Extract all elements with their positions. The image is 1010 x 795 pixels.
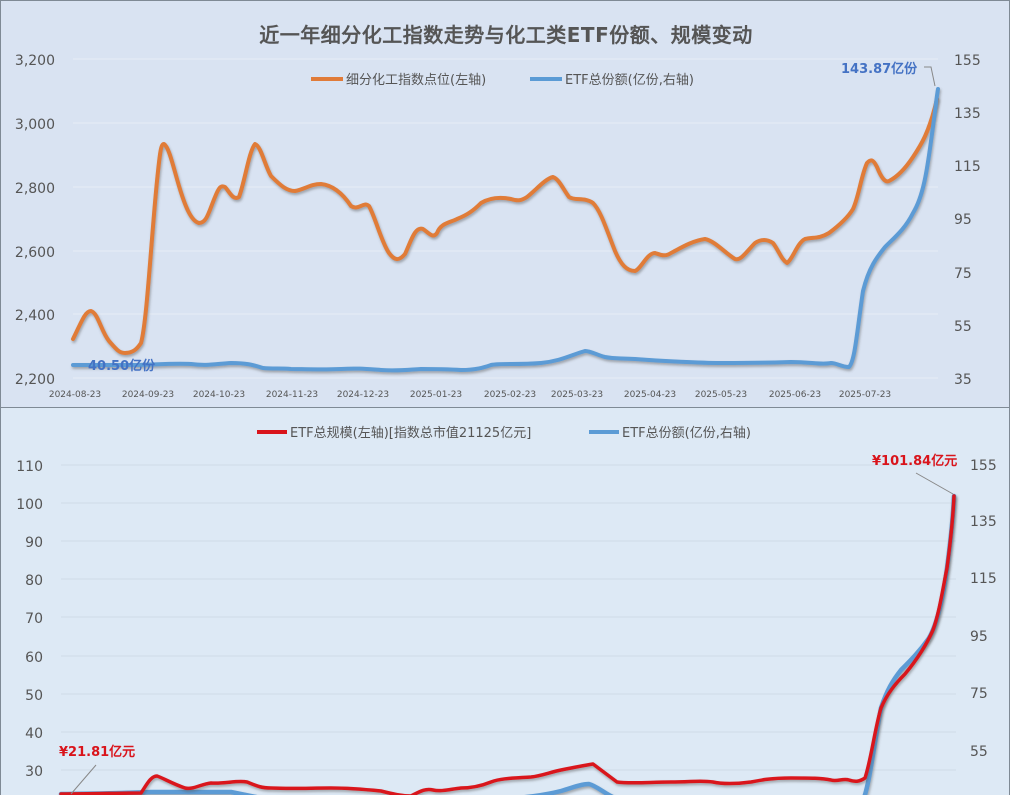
legend-label-etf-shares-2: ETF总份额(亿份,右轴) — [622, 426, 751, 441]
svg-text:2025-07-23: 2025-07-23 — [839, 390, 891, 400]
svg-text:2024-10-23: 2024-10-23 — [193, 390, 245, 400]
svg-text:2025-06-23: 2025-06-23 — [769, 390, 821, 400]
svg-text:115: 115 — [954, 159, 981, 175]
svg-text:95: 95 — [954, 212, 972, 228]
svg-text:110: 110 — [16, 459, 43, 475]
svg-text:55: 55 — [954, 319, 972, 335]
svg-text:100: 100 — [16, 497, 43, 513]
svg-text:155: 155 — [954, 53, 981, 69]
svg-text:75: 75 — [970, 686, 988, 702]
svg-text:135: 135 — [954, 106, 981, 122]
leader-line-end-bottom — [915, 472, 954, 495]
top-chart-panel: 近一年细分化工指数走势与化工类ETF份额、规模变动 3,200 3,000 2 — [0, 0, 1010, 408]
top-left-axis: 3,200 3,000 2,800 2,600 2,400 2,200 — [15, 53, 55, 388]
svg-text:2,400: 2,400 — [15, 308, 55, 324]
svg-text:2025-02-23: 2025-02-23 — [484, 390, 536, 400]
svg-text:80: 80 — [25, 573, 43, 589]
svg-text:2025-01-23: 2025-01-23 — [410, 390, 462, 400]
leader-line-start — [70, 764, 97, 795]
bottom-gridlines — [61, 464, 956, 771]
svg-text:3,000: 3,000 — [15, 117, 55, 133]
svg-text:2025-04-23: 2025-04-23 — [624, 390, 676, 400]
annotation-end-shares: 143.87亿份 — [841, 61, 918, 77]
svg-text:2024-11-23: 2024-11-23 — [266, 390, 318, 400]
svg-text:135: 135 — [970, 514, 997, 530]
svg-text:155: 155 — [970, 458, 997, 474]
svg-text:2025-03-23: 2025-03-23 — [551, 390, 603, 400]
chart-title: 近一年细分化工指数走势与化工类ETF份额、规模变动 — [259, 23, 753, 47]
bottom-legend: ETF总规模(左轴)[指数总市值21125亿元] ETF总份额(亿份,右轴) — [257, 425, 751, 441]
etf-size-line — [59, 494, 956, 795]
svg-text:2,800: 2,800 — [15, 181, 55, 197]
bottom-left-axis: 110 100 90 80 70 60 50 40 30 — [16, 459, 43, 780]
svg-text:50: 50 — [25, 688, 43, 704]
index-line — [71, 97, 939, 355]
bottom-chart-panel: ETF总规模(左轴)[指数总市值21125亿元] ETF总份额(亿份,右轴) 1… — [0, 408, 1010, 795]
annotation-start-size: ¥21.81亿元 — [59, 744, 135, 760]
svg-text:2024-12-23: 2024-12-23 — [337, 390, 389, 400]
svg-text:75: 75 — [954, 266, 972, 282]
svg-text:2,600: 2,600 — [15, 245, 55, 261]
svg-text:90: 90 — [25, 535, 43, 551]
svg-text:2024-09-23: 2024-09-23 — [122, 390, 174, 400]
svg-text:70: 70 — [25, 611, 43, 627]
annotation-end-size: ¥101.84亿元 — [872, 453, 957, 469]
svg-text:35: 35 — [954, 372, 972, 388]
bottom-chart-svg: ETF总规模(左轴)[指数总市值21125亿元] ETF总份额(亿份,右轴) 1… — [16, 425, 997, 795]
legend-label-index: 细分化工指数点位(左轴) — [346, 73, 486, 88]
top-legend: 细分化工指数点位(左轴) ETF总份额(亿份,右轴) — [311, 73, 694, 88]
svg-text:95: 95 — [970, 629, 988, 645]
svg-text:115: 115 — [970, 571, 997, 587]
svg-text:2025-05-23: 2025-05-23 — [695, 390, 747, 400]
svg-text:30: 30 — [25, 764, 43, 780]
etf-shares-line — [71, 87, 940, 373]
svg-text:2,200: 2,200 — [15, 372, 55, 388]
annotation-start-shares: 40.50亿份 — [88, 358, 156, 374]
etf-shares-line-bottom — [58, 493, 957, 795]
leader-line-end — [924, 66, 936, 87]
svg-text:3,200: 3,200 — [15, 53, 55, 69]
top-x-axis: 2024-08-23 2024-09-23 2024-10-23 2024-11… — [49, 390, 891, 400]
legend-label-etf-size: ETF总规模(左轴)[指数总市值21125亿元] — [290, 425, 531, 441]
svg-text:60: 60 — [25, 650, 43, 666]
svg-text:40: 40 — [25, 726, 43, 742]
svg-text:55: 55 — [970, 744, 988, 760]
top-right-axis: 155 135 115 95 75 55 35 — [954, 53, 981, 388]
bottom-right-axis: 155 135 115 95 75 55 — [970, 458, 997, 760]
svg-text:2024-08-23: 2024-08-23 — [49, 390, 101, 400]
top-gridlines — [73, 58, 938, 379]
legend-label-etf-shares: ETF总份额(亿份,右轴) — [565, 73, 694, 88]
top-chart-svg: 3,200 3,000 2,800 2,600 2,400 2,200 155 … — [15, 53, 981, 400]
